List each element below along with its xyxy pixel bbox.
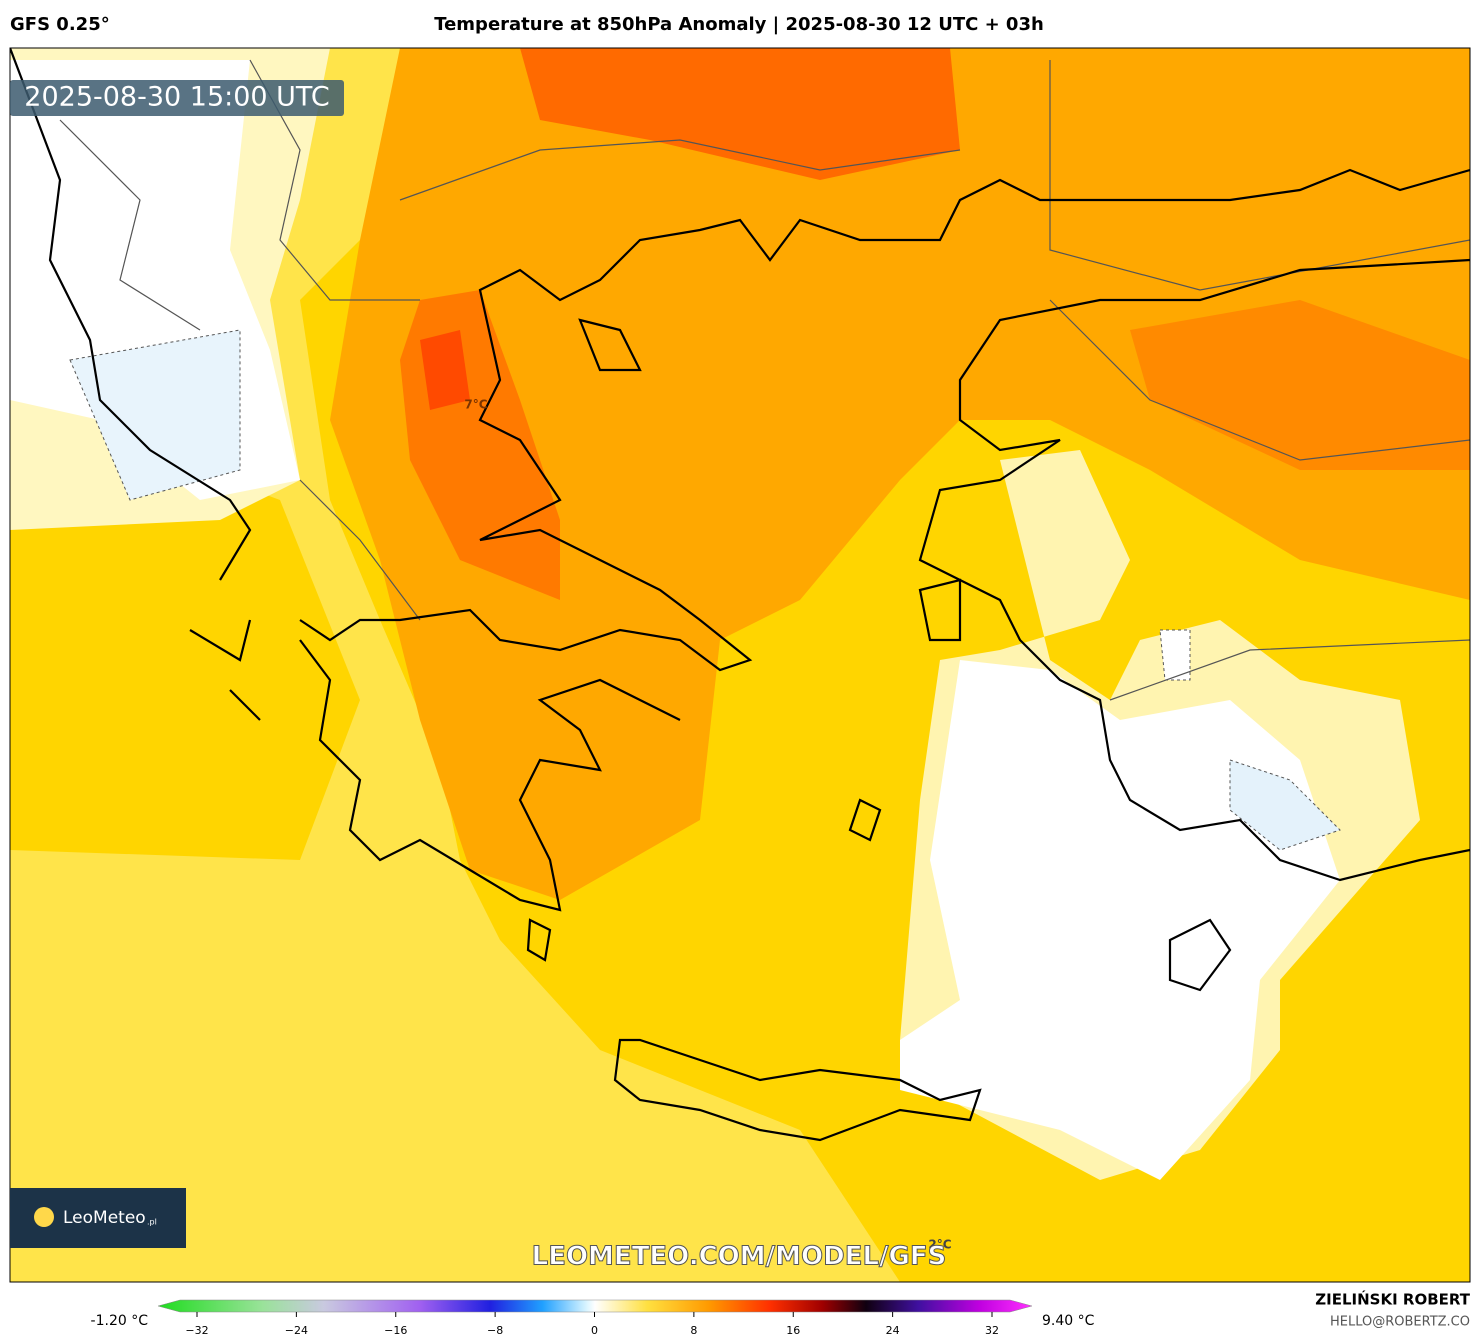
map-frame	[9, 47, 1471, 1283]
colorbar-max: 9.40 °C	[1042, 1313, 1095, 1329]
colorbar-tick-label: −24	[285, 1324, 308, 1337]
field	[69, 329, 241, 501]
field	[1159, 629, 1191, 681]
author: ZIELIŃSKI ROBERT	[1315, 1290, 1470, 1309]
colorbar-tick-label: −32	[185, 1324, 208, 1337]
colorbar-min: -1.20 °C	[91, 1313, 149, 1329]
borders	[59, 59, 1470, 701]
coastlines	[10, 48, 1470, 1142]
field	[420, 330, 470, 410]
timestamp-box	[10, 80, 344, 116]
field	[1130, 300, 1470, 470]
field	[1229, 759, 1341, 851]
colorbar-tick-label: 24	[886, 1324, 900, 1337]
email: HELLO@ROBERTZ.CO	[1330, 1315, 1470, 1330]
logo-sun	[34, 1207, 54, 1227]
model-name: GFS 0.25°	[10, 14, 110, 35]
colorbar	[157, 1299, 1033, 1313]
colorbar-tick-label: 0	[591, 1324, 598, 1337]
colorbar-tick-label: −8	[487, 1324, 503, 1337]
watermark: LEOMETEO.COM/MODEL/GFS	[532, 1242, 947, 1272]
field	[520, 48, 960, 180]
title: Temperature at 850hPa Anomaly | 2025-08-…	[434, 14, 1044, 35]
colorbar-tick-label: 16	[786, 1324, 800, 1337]
colorbar-tick-label: 32	[985, 1324, 999, 1337]
logo-text: LeoMeteo	[63, 1208, 146, 1228]
colorbar-tick-label: 8	[690, 1324, 697, 1337]
timestamp: 2025-08-30 15:00 UTC	[24, 82, 329, 113]
map: 7°C 2°C	[10, 48, 1470, 1282]
isoline-label: 7°C	[464, 398, 487, 412]
logo-suffix: .pl	[147, 1218, 157, 1227]
colorbar-tick-label: −16	[384, 1324, 407, 1337]
isoline-label: 2°C	[928, 1238, 951, 1252]
